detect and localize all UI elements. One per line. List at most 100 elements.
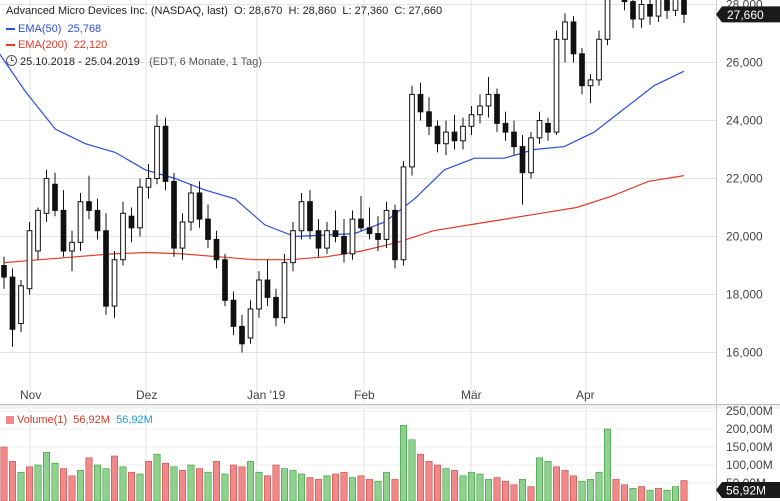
candle-body [1, 265, 7, 278]
volume-bar [383, 471, 390, 501]
candle-body [205, 218, 211, 240]
volume-bar [434, 464, 441, 501]
volume-bar [187, 464, 195, 501]
candle-body [630, 1, 636, 20]
volume-bar [281, 468, 288, 501]
candle-body [137, 186, 143, 229]
volume-bar [417, 453, 424, 501]
ema50-line [0, 53, 685, 238]
legend-ema200-row[interactable]: EMA(200) 22,120 [6, 39, 107, 51]
candle-body [417, 93, 424, 113]
volume-bar [468, 471, 475, 501]
x-tick-label: Mär [461, 388, 482, 402]
volume-bar [425, 461, 433, 501]
candle-body [434, 125, 441, 145]
candle-body [579, 53, 585, 87]
volume-bar [663, 489, 671, 501]
volume-bar [357, 475, 365, 501]
candle-body [647, 4, 653, 17]
candle-body [111, 259, 118, 307]
candle-body [341, 236, 347, 255]
volume-bar [553, 466, 560, 501]
candle-body [502, 122, 509, 133]
volume-bar [570, 475, 577, 501]
ema50-value: 25,768 [67, 23, 102, 35]
candle-body [290, 230, 296, 264]
volume-bar [111, 455, 118, 501]
volume-bar [153, 453, 161, 501]
volume-bar [145, 461, 152, 501]
volume-bar [170, 466, 178, 501]
volume-bar [9, 461, 16, 501]
candle-body [392, 209, 398, 261]
clock-icon [6, 55, 17, 66]
volume-label: Volume(1) [17, 414, 68, 426]
volume-bar [587, 479, 594, 501]
volume-bar [17, 471, 25, 501]
volume-bar [60, 468, 67, 501]
candle-body [43, 178, 50, 214]
volume-tick-label: 250,00M [726, 404, 773, 418]
candle-body [179, 221, 186, 249]
volume-bar [459, 475, 467, 501]
volume-bar [629, 488, 637, 501]
price-tick-label: 26,000 [726, 56, 763, 70]
candle-body [562, 21, 568, 40]
volume-bar [442, 468, 450, 501]
volume-bar [519, 479, 526, 501]
candle-body [247, 308, 254, 339]
price-tick-label: 22,000 [726, 172, 763, 186]
candle-body [400, 166, 407, 261]
volume-bar [247, 461, 254, 501]
x-tick-label: Nov [20, 388, 41, 402]
volume-bar [323, 475, 331, 501]
candle-body [315, 230, 322, 249]
volume-bar [680, 480, 688, 501]
volume-bar [544, 461, 552, 501]
volume-bar [655, 488, 662, 501]
candle-body [222, 259, 228, 301]
candle-body [426, 111, 432, 127]
volume-value-red: 56,92M [73, 414, 110, 426]
candles-group [1, 0, 687, 353]
volume-bars [0, 425, 688, 501]
volume-bar [366, 479, 373, 501]
volume-bar [264, 475, 271, 501]
current-volume-tag-bg [716, 482, 780, 498]
current-price-tag-bg [716, 6, 780, 23]
volume-bar [612, 479, 620, 501]
candle-body [264, 279, 271, 298]
price-tick-label: 18,000 [726, 288, 763, 302]
volume-bar [400, 425, 407, 501]
volume-bar [230, 464, 237, 501]
candle-body [621, 0, 628, 3]
close-value: 27,660 [408, 5, 443, 17]
volume-bar [578, 480, 586, 501]
candle-body [349, 218, 356, 255]
candle-body [145, 178, 152, 188]
volume-bar [221, 473, 229, 501]
candle-body [570, 21, 577, 55]
volume-bar [306, 477, 314, 501]
volume-value-blue: 56,92M [116, 414, 153, 426]
price-tick-label: 28,000 [726, 0, 763, 12]
candle-body [375, 233, 381, 240]
candle-body [103, 230, 109, 307]
date-range: 25.10.2018 - 25.04.2019 [20, 56, 140, 68]
ema200-label: EMA(200) [18, 39, 68, 51]
candle-body [69, 241, 75, 252]
x-tick-label: Feb [354, 388, 375, 402]
candle-body [230, 299, 237, 327]
candle-body [596, 38, 602, 81]
volume-tick-label: 100,00M [726, 458, 773, 472]
candle-body [383, 209, 390, 240]
volume-bar [672, 486, 679, 501]
volume-bar [493, 477, 501, 501]
volume-tick-label: 150,00M [726, 440, 773, 454]
current-price-tag: 27,660 [727, 8, 764, 22]
candle-body [672, 0, 679, 11]
candle-body [332, 230, 339, 237]
candle-body [528, 137, 534, 174]
legend-ema50-row[interactable]: EMA(50) 25,768 [6, 23, 101, 35]
ema50-swatch [6, 28, 15, 31]
